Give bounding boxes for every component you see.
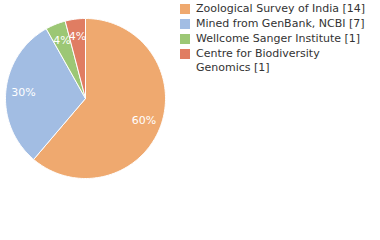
html-text:Wellcome Sanger Institute [1]: Wellcome Sanger Institute [1] (196, 32, 361, 45)
svg-text:30%: 30% (11, 86, 35, 99)
html-text:Mined from GenBank, NCBI [7]: Mined from GenBank, NCBI [7] (196, 17, 365, 30)
svg-text:4%: 4% (69, 30, 86, 43)
html-text:Centre for Biodiversity Genomi: Centre for Biodiversity Genomics [1] (196, 47, 320, 74)
svg-text:60%: 60% (132, 114, 156, 127)
html-text:Zoological Survey of India [14: Zoological Survey of India [14] (196, 2, 366, 15)
svg-text:4%: 4% (53, 34, 71, 48)
